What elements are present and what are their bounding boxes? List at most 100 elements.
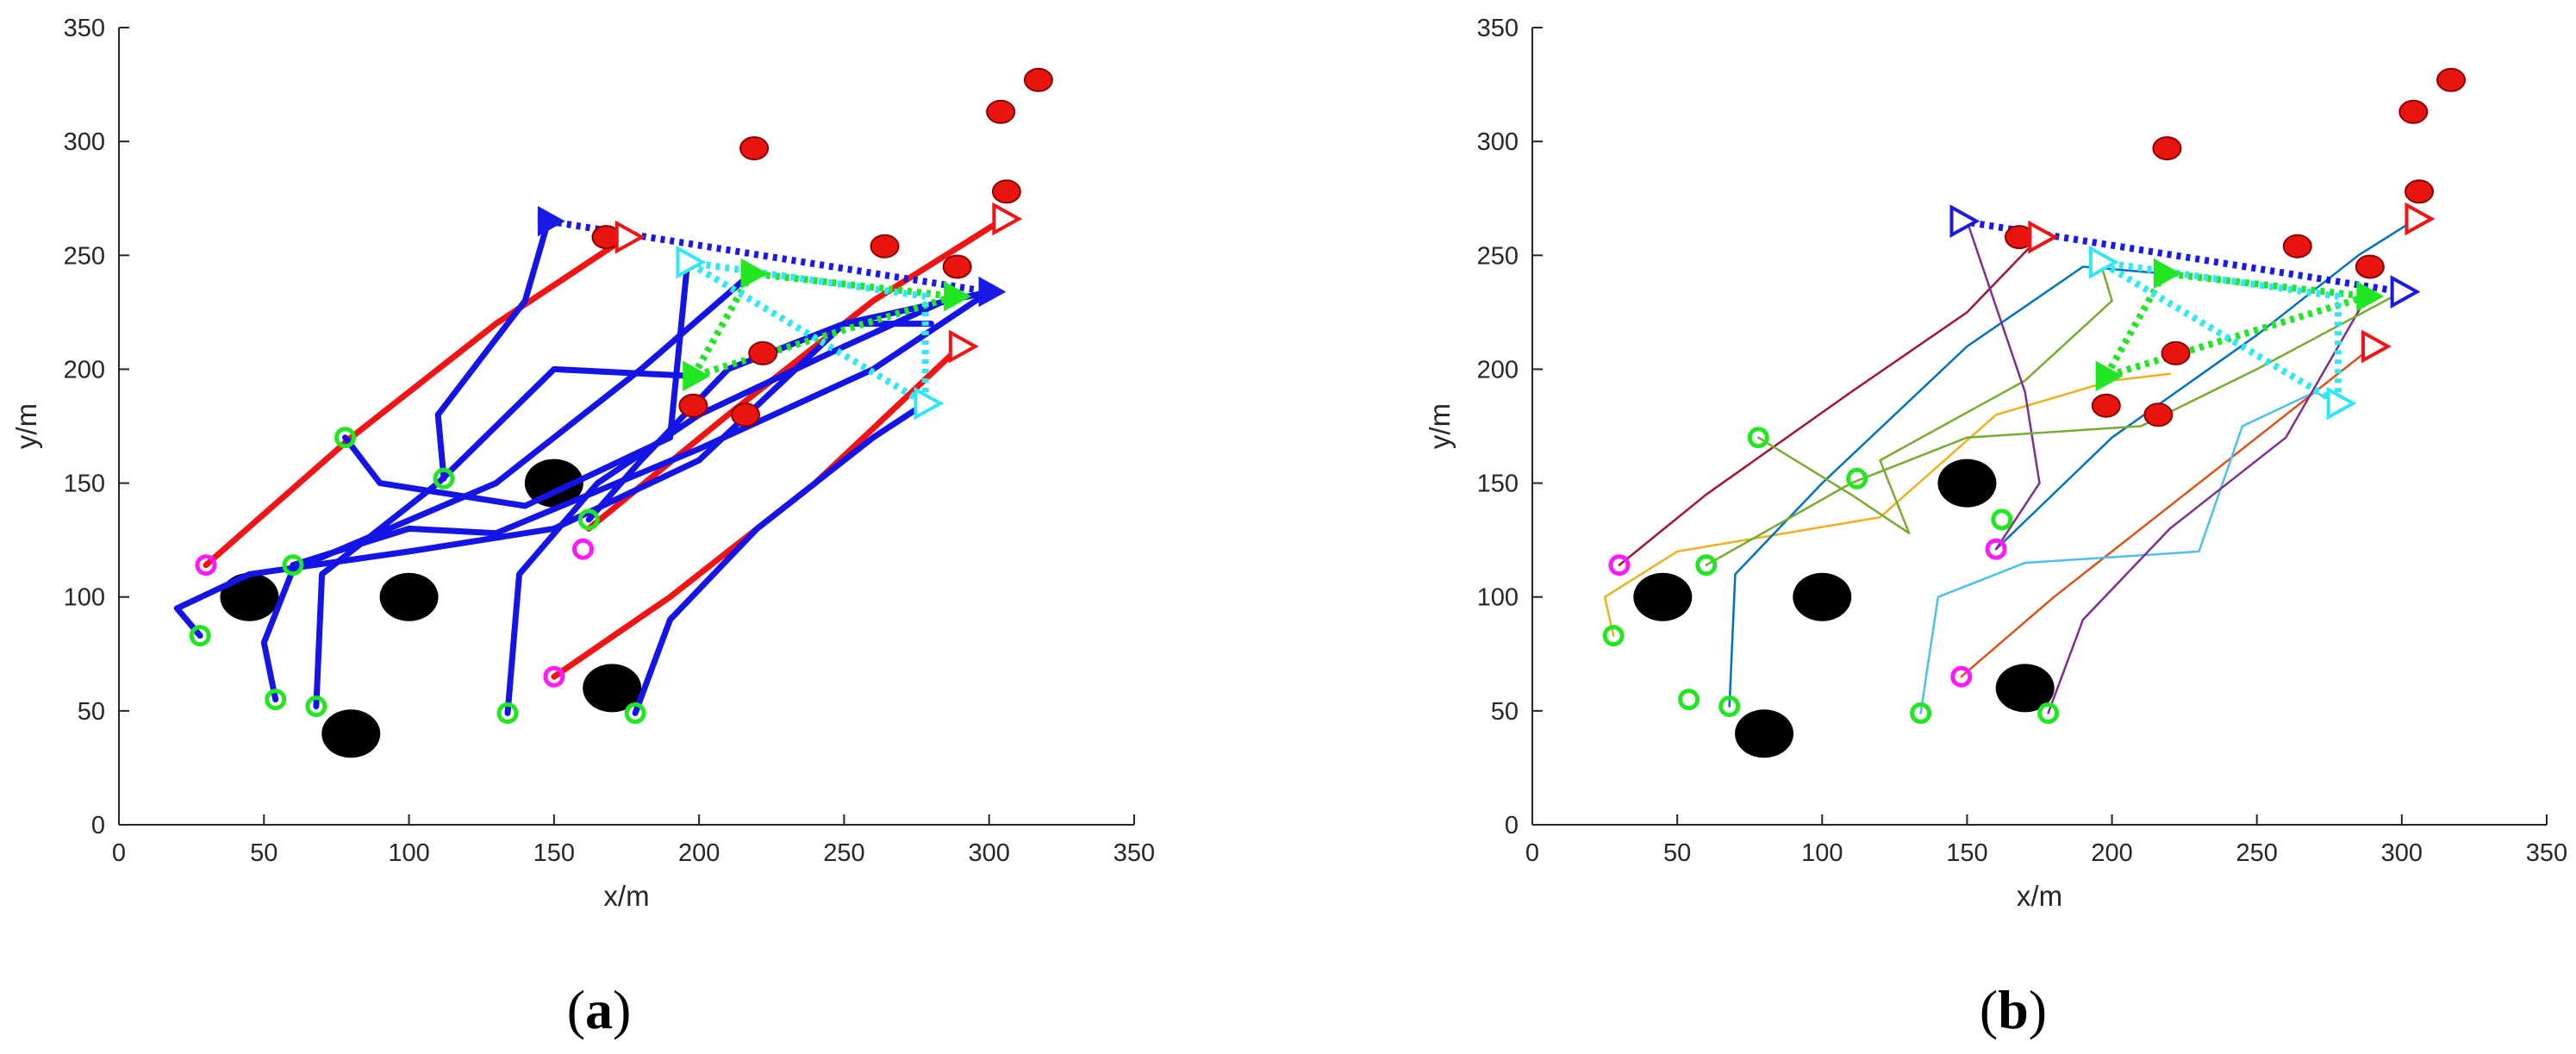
x-tick-label: 100 xyxy=(1801,839,1843,867)
y-axis-label: y/m xyxy=(10,403,42,449)
formation-red-marker xyxy=(992,202,1023,236)
start-point-green xyxy=(1846,467,1868,490)
trajectory-line xyxy=(342,259,691,509)
formation-cyan-marker xyxy=(2326,386,2357,421)
panel-label-b-letter: b xyxy=(1998,979,2029,1040)
trajectory-line xyxy=(260,270,755,703)
y-tick-label: 150 xyxy=(64,471,105,498)
y-tick-label: 200 xyxy=(64,356,105,384)
obstacle-marker xyxy=(1735,709,1794,758)
y-axis-label: y/m xyxy=(1424,403,1456,449)
start-point-green xyxy=(2037,702,2060,724)
start-point-green xyxy=(1602,625,1625,647)
formation-red-marker xyxy=(614,220,646,254)
y-tick-label: 300 xyxy=(64,128,105,156)
y-tick-label: 50 xyxy=(78,698,105,726)
trajectory-line xyxy=(585,215,1007,532)
formation-blue-marker xyxy=(978,276,1007,308)
formation-red-marker xyxy=(2404,202,2436,236)
x-tick-label: 250 xyxy=(823,839,864,867)
y-tick-label: 150 xyxy=(1477,471,1519,498)
y-tick-label: 350 xyxy=(1477,15,1519,42)
panel-a-chart: 0 50 100 150 200 250 300 350 0 50 100 150 200 250 300 3… xyxy=(10,15,1155,912)
start-point-green xyxy=(1718,695,1741,718)
target-marker xyxy=(2282,234,2312,259)
y-tick-label: 0 xyxy=(1505,812,1519,839)
start-point-magenta xyxy=(195,554,217,577)
formation-blue-line xyxy=(547,217,990,296)
panel-b-chart: 0 50 100 150 200 250 300 350 0 50 100 150 200 250 300 3… xyxy=(1424,15,2567,912)
y-tick-label: 50 xyxy=(1491,698,1519,726)
formation-green-marker xyxy=(2153,258,2181,290)
obstacle-marker xyxy=(220,572,279,621)
target-marker xyxy=(942,254,972,279)
trajectory-line xyxy=(1994,217,2417,551)
start-point-green xyxy=(265,689,287,711)
target-marker xyxy=(2161,340,2191,365)
target-marker xyxy=(2152,136,2182,161)
start-point-green xyxy=(624,702,646,724)
x-tick-label: 150 xyxy=(1946,839,1987,867)
trajectory-line xyxy=(173,289,993,639)
target-marker xyxy=(1023,67,1053,92)
start-point-magenta xyxy=(543,665,565,688)
target-marker xyxy=(748,340,778,365)
target-marker xyxy=(2143,402,2174,427)
x-tick-label: 300 xyxy=(2381,839,2423,867)
start-point-magenta xyxy=(1985,538,2007,560)
start-point-green xyxy=(1991,508,2013,531)
panel-label-b-close: ) xyxy=(2029,979,2047,1040)
target-marker xyxy=(2398,99,2429,124)
obstacle-marker xyxy=(1995,664,2055,713)
formation-blue-marker xyxy=(2390,275,2421,309)
y-tick-label: 300 xyxy=(1477,128,1519,156)
y-tick-label: 100 xyxy=(64,584,105,612)
y-tick-label: 100 xyxy=(1477,584,1519,612)
x-tick-label: 250 xyxy=(2236,839,2278,867)
y-tick-label: 200 xyxy=(1477,356,1519,384)
panel-label-a-letter: a xyxy=(585,979,613,1040)
formation-green-marker xyxy=(2356,281,2385,312)
trajectory-line xyxy=(1960,345,2374,678)
formation-cyan-marker xyxy=(2088,245,2119,279)
trajectory-line xyxy=(1618,235,2041,566)
target-marker xyxy=(2355,254,2385,279)
start-point-magenta xyxy=(572,538,595,560)
start-point-green xyxy=(1695,554,1718,577)
obstacle-marker xyxy=(1793,572,1852,621)
formation-green-line xyxy=(689,270,956,380)
trajectory-line xyxy=(1966,220,2041,551)
formation-green-marker xyxy=(740,258,769,290)
trajectory-line xyxy=(434,218,552,482)
target-marker xyxy=(678,393,708,418)
obstacle-marker xyxy=(1633,572,1693,621)
formation-blue-marker xyxy=(1949,204,1980,239)
x-tick-label: 300 xyxy=(969,839,1010,867)
target-marker xyxy=(2436,67,2467,92)
obstacle-marker xyxy=(379,572,439,621)
target-marker xyxy=(2091,393,2121,418)
target-marker xyxy=(2404,179,2435,204)
trajectory-line xyxy=(1757,260,2113,534)
start-point-green xyxy=(496,702,519,724)
formation-cyan-line xyxy=(2099,259,2342,410)
target-marker xyxy=(730,402,760,427)
trajectory-line xyxy=(290,289,993,569)
start-point-green xyxy=(1678,689,1700,711)
formation-red-marker xyxy=(2028,220,2059,254)
x-tick-label: 200 xyxy=(678,839,720,867)
start-point-magenta xyxy=(1950,665,1973,688)
x-axis-label: x/m xyxy=(603,880,649,912)
trajectory-line xyxy=(2047,295,2368,714)
x-tick-label: 350 xyxy=(1113,839,1155,867)
panel-label-b: (b) xyxy=(1980,979,2047,1040)
start-point-green xyxy=(433,467,455,490)
y-tick-label: 250 xyxy=(1477,242,1519,270)
formation-red-marker xyxy=(948,329,979,364)
y-tick-label: 0 xyxy=(91,812,105,839)
start-point-green xyxy=(1747,427,1769,449)
x-tick-label: 50 xyxy=(1663,839,1691,867)
trajectory-line xyxy=(1705,290,2404,566)
x-tick-label: 200 xyxy=(2091,839,2132,867)
formation-red-marker xyxy=(2361,329,2392,364)
